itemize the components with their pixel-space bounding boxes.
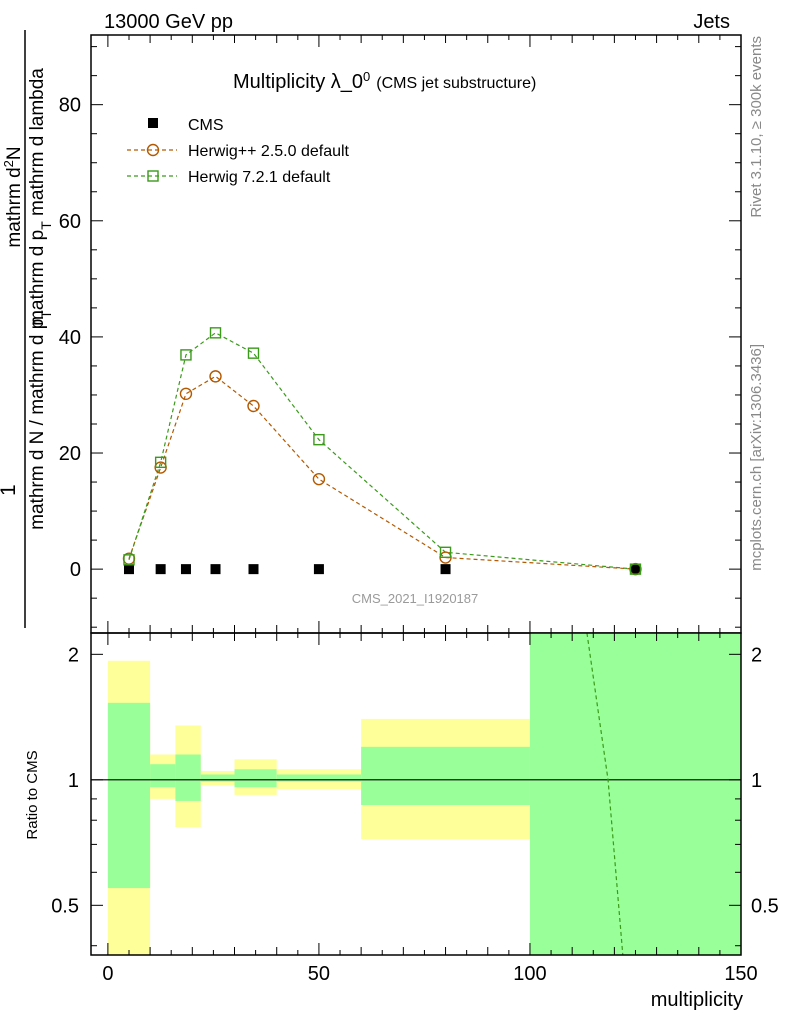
herwig7-point	[439, 546, 452, 558]
x-tick-label: 0	[102, 963, 113, 985]
ratio-inner-band-2	[175, 754, 201, 801]
main-y-tick-label: 40	[59, 327, 81, 349]
analysis-watermark: CMS_2021_I1920187	[352, 591, 479, 606]
cms-point	[630, 564, 641, 575]
ratio-y-axis-label: Ratio to CMS	[24, 750, 41, 839]
y-label-numerator: 1	[0, 484, 20, 496]
ratio-frame	[90, 632, 742, 956]
herwigpp-point	[209, 370, 222, 383]
ratio-y-tick-label-right: 1	[751, 770, 762, 792]
herwig7-point	[180, 349, 192, 361]
cms-point	[440, 564, 451, 575]
main-y-tick-label: 20	[59, 443, 81, 465]
ratio-inner-band-6	[361, 746, 530, 806]
legend-label-cms: CMS	[188, 117, 224, 134]
herwigpp-point	[179, 387, 193, 400]
legend-marker-cms	[148, 118, 158, 128]
herwig7-point	[629, 563, 642, 575]
legend-marker-herwig7	[147, 170, 159, 182]
herwigpp-point	[247, 399, 260, 413]
y-label-upper: mathrm d2N	[1, 146, 26, 247]
herwig7-point	[123, 554, 135, 566]
series-line-1	[128, 375, 636, 570]
ratio-inner-band-3	[200, 774, 235, 782]
legend-marker-herwigpp	[146, 143, 160, 157]
herwig7-point	[247, 347, 260, 359]
ratio-inner-band-4	[234, 769, 277, 788]
legend: CMS Herwig++ 2.5.0 default Herwig 7.2.1 …	[127, 117, 350, 186]
y-label-upper-denominator: mathrm d pT mathrm d lambda	[27, 68, 54, 326]
ratio-y-tick-label-left: 2	[68, 644, 79, 666]
y-label-denominator: mathrm d N / mathrm d pT	[27, 310, 54, 530]
herwig7-point	[313, 433, 325, 446]
ratio-y-tick-label-left: 0.5	[51, 895, 79, 917]
main-y-tick-label: 60	[59, 211, 81, 233]
main-y-axis-label: 1 mathrm d N / mathrm d pT mathrm d2N ma…	[0, 30, 54, 628]
series-line-2	[128, 332, 636, 570]
cms-point	[180, 564, 191, 575]
ratio-y-tick-label-left: 1	[68, 770, 79, 792]
herwig7-point	[154, 456, 167, 469]
ratio-y-tick-label-right: 0.5	[751, 895, 779, 917]
legend-label-herwig7: Herwig 7.2.1 default	[188, 169, 331, 186]
x-axis-label: multiplicity	[651, 989, 743, 1011]
main-plot: 0 20 40 60 80	[59, 34, 742, 634]
ratio-series-line-0	[586, 632, 624, 956]
rivet-version-label: Rivet 3.1.10, ≥ 300k events	[748, 36, 765, 218]
ratio-y-tick-label-right: 2	[751, 644, 762, 666]
x-tick-label: 50	[308, 963, 330, 985]
ratio-plot: 0 50 100 150 0.5 0.5 1 1 2 2	[51, 632, 779, 985]
mcplots-label: mcplots.cern.ch [arXiv:1306.3436]	[748, 344, 765, 571]
plot-title: Multiplicity λ_00 (CMS jet substructure)	[233, 69, 536, 94]
ratio-inner-band-7	[529, 633, 741, 955]
main-y-tick-label: 80	[59, 95, 81, 117]
cms-point	[248, 564, 259, 575]
process-label: Jets	[693, 11, 730, 33]
ratio-inner-band-0	[107, 702, 151, 889]
ratio-inner-band-5	[276, 774, 362, 782]
herwig7-point	[209, 327, 222, 339]
cms-point	[210, 564, 221, 575]
cms-point	[313, 564, 324, 575]
ratio-inner-band-1	[150, 764, 176, 788]
herwigpp-point	[312, 472, 326, 486]
x-tick-label: 150	[724, 963, 757, 985]
energy-label: 13000 GeV pp	[104, 11, 233, 33]
ratio-bands	[107, 633, 741, 955]
cms-point	[155, 564, 166, 575]
cms-point	[123, 564, 134, 575]
x-tick-label: 100	[513, 963, 546, 985]
main-y-tick-label: 0	[70, 559, 81, 581]
legend-label-herwigpp: Herwig++ 2.5.0 default	[188, 143, 350, 160]
